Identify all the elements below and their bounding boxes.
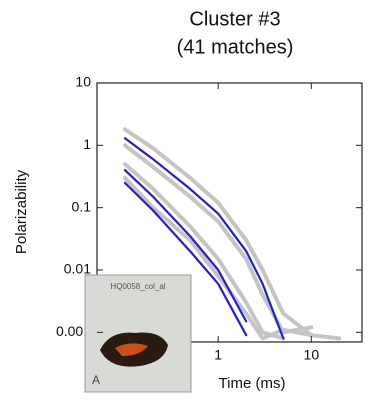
y-tick-label: 0.01 [64,261,91,277]
plot-frame [96,82,363,343]
series-line-highlight [123,181,248,337]
plot-lines [123,127,342,341]
series-line-highlight [123,137,285,340]
x-tick-label: 10 [304,347,320,363]
photo-letter: A [92,373,100,387]
y-tick-label: 0.001 [56,323,91,339]
x-tick-label: 1 [214,347,222,363]
y-axis-label: Polarizability [13,169,30,254]
photo-label: HQ0058_col_al [110,282,165,291]
inset-photo: HQ0058_col_al A [84,274,192,393]
chart-subtitle: (41 matches) [177,36,294,58]
series-line-highlight [123,169,248,323]
photo-sample-highlight [115,343,148,356]
series-line [123,162,286,341]
y-tick-label: 1 [83,136,91,152]
chart-title: Cluster #3 [189,8,280,30]
y-tick-label: 0.1 [72,198,92,214]
y-tick-label: 10 [75,74,91,90]
series-line [123,143,314,335]
x-axis-label: Time (ms) [219,375,286,392]
